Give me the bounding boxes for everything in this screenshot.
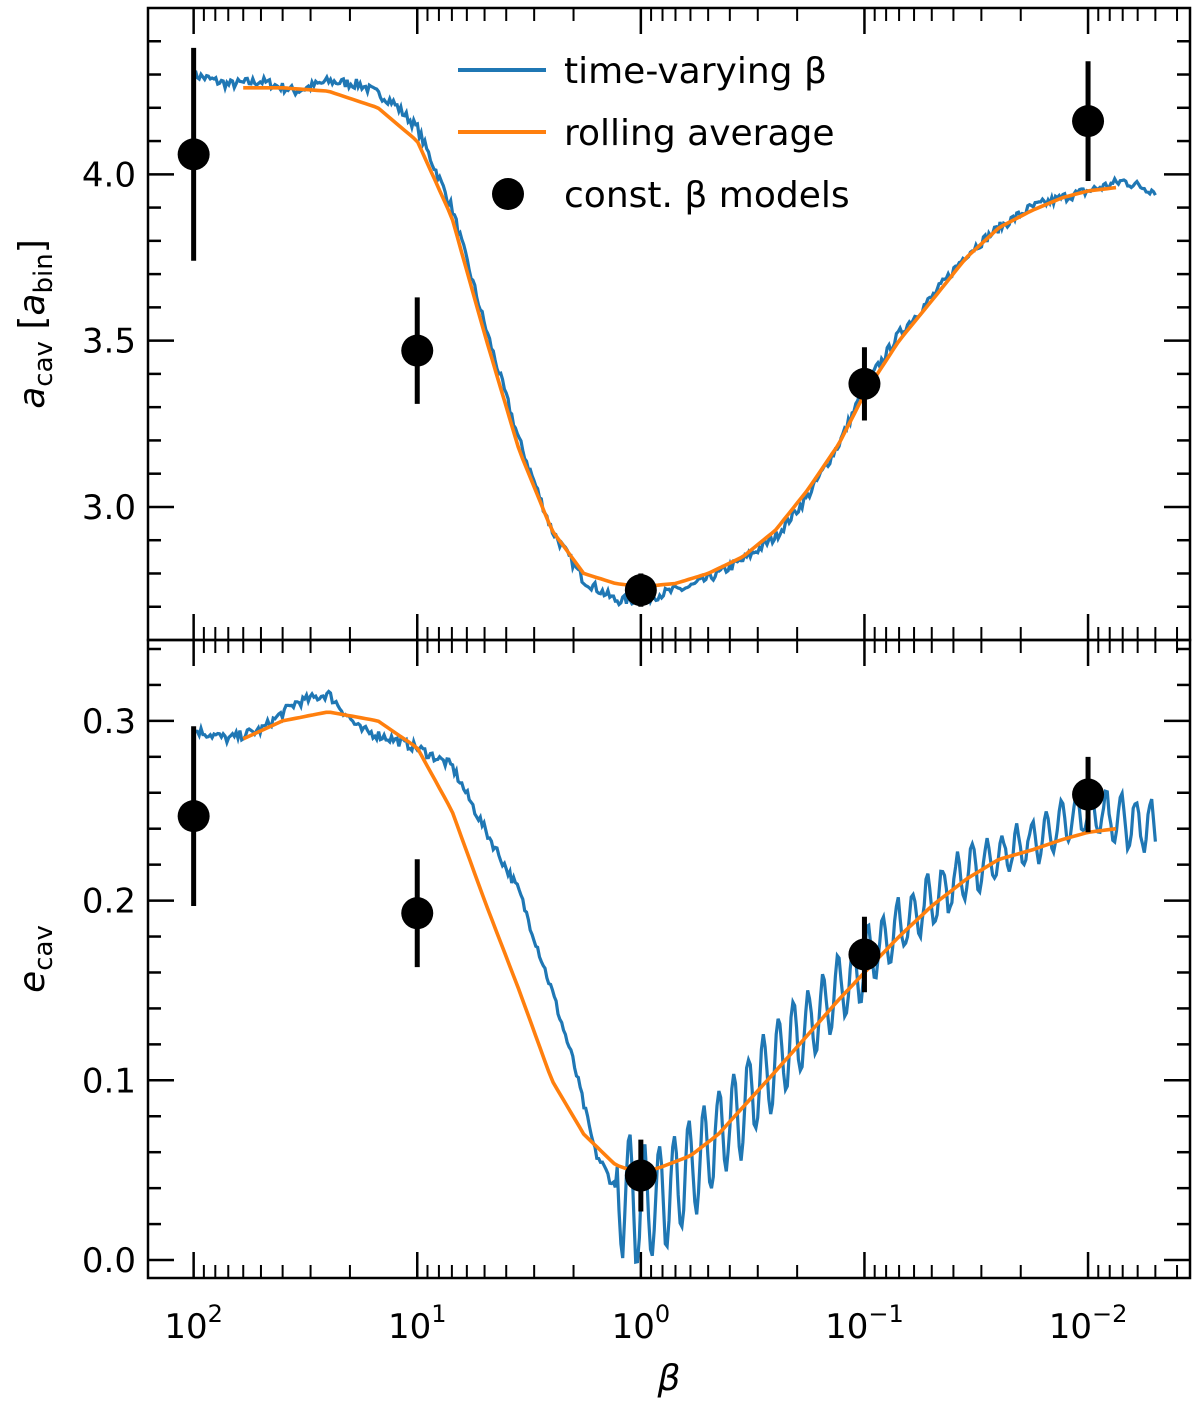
const-beta-point-bottom: [848, 938, 881, 971]
series-time-varying-bottom: [192, 689, 1157, 1265]
y-tick-label: 0.0: [82, 1241, 136, 1281]
series-rolling-average-bottom: [242, 710, 1117, 1176]
axes-frame-bottom: [146, 638, 1192, 1280]
y-tick-label: 0.2: [82, 882, 136, 922]
const-beta-point-top: [848, 367, 881, 400]
legend-label-time-varying: time-varying β: [564, 51, 827, 92]
axes-frame-top: [146, 6, 1192, 642]
const-beta-point-top: [401, 334, 434, 367]
x-tick-label: 100: [612, 1300, 671, 1347]
legend-marker-const-beta: [492, 178, 524, 210]
y-axis-label-bottom: ecav: [12, 925, 59, 993]
y-axis-label-top: acav [abin]: [12, 239, 59, 409]
legend-label-rolling-average: rolling average: [564, 113, 835, 154]
const-beta-point-bottom: [624, 1159, 657, 1192]
x-tick-label: 10−1: [825, 1300, 904, 1347]
series-rolling-average-top: [243, 86, 1117, 589]
series-time-varying-top: [192, 70, 1157, 608]
y-tick-label: 0.1: [82, 1061, 136, 1101]
y-tick-label: 0.3: [82, 702, 136, 742]
const-beta-point-bottom: [1072, 778, 1105, 811]
x-axis-label: β: [657, 1358, 681, 1399]
legend-label-const-beta: const. β models: [564, 175, 850, 216]
const-beta-point-top: [1072, 105, 1105, 138]
x-tick-label: 102: [164, 1300, 223, 1347]
const-beta-point-bottom: [401, 897, 434, 930]
const-beta-point-top: [624, 574, 657, 607]
x-tick-label: 101: [388, 1300, 447, 1347]
const-beta-point-top: [177, 138, 210, 171]
x-tick-label: 10−2: [1049, 1300, 1128, 1347]
y-tick-label: 3.0: [82, 488, 136, 528]
const-beta-point-bottom: [177, 800, 210, 833]
y-tick-label: 4.0: [82, 155, 136, 195]
y-tick-label: 3.5: [82, 322, 136, 362]
